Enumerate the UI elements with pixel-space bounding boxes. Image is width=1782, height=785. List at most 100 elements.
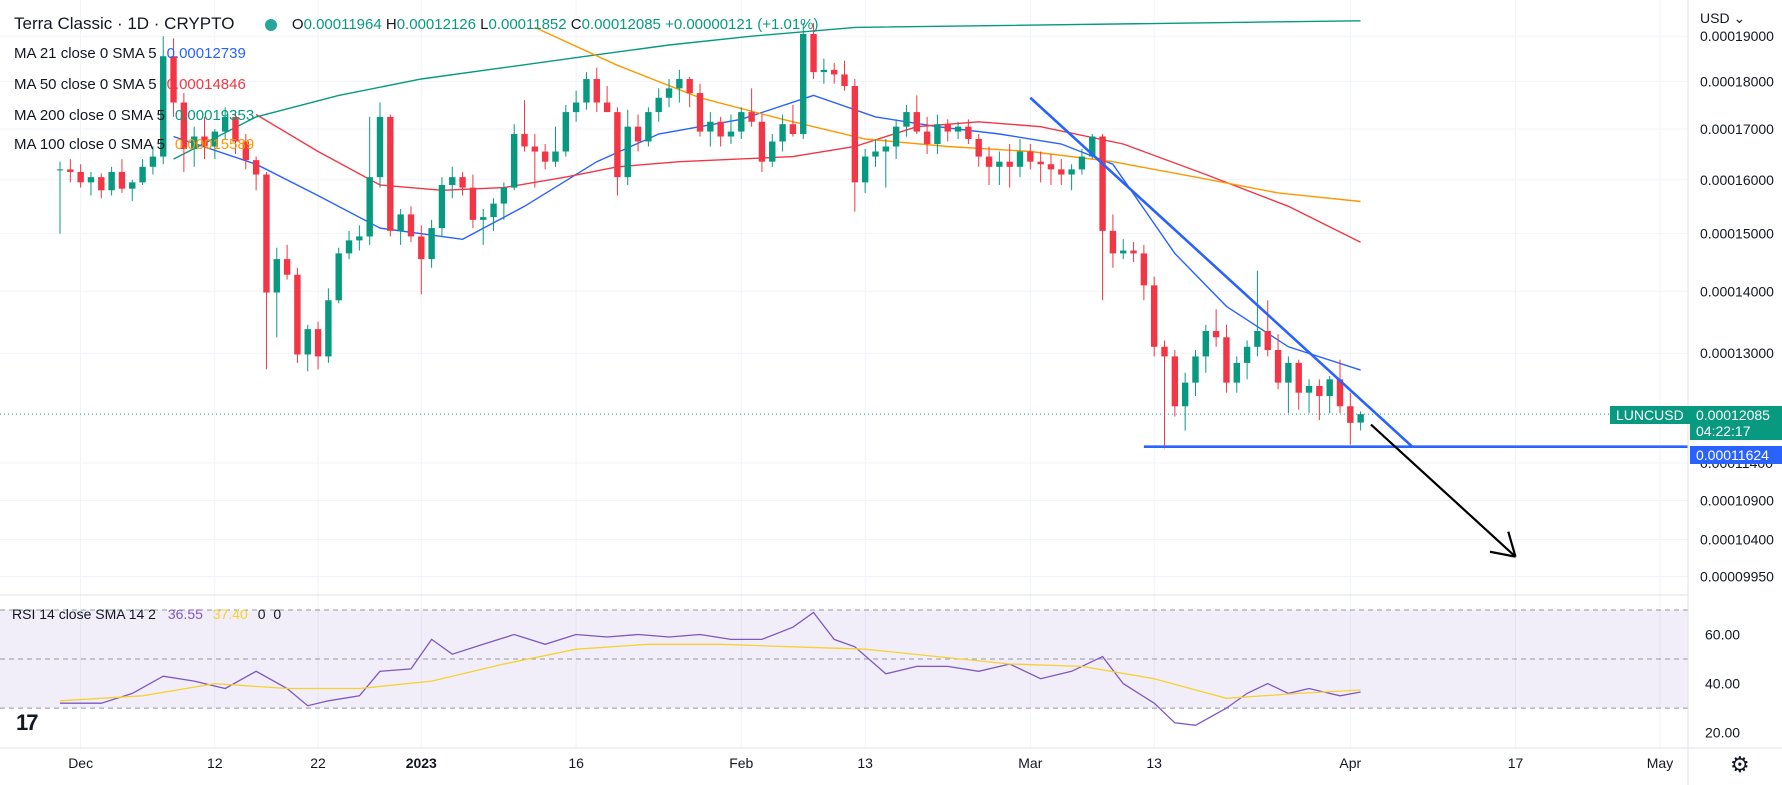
candle-body (118, 171, 126, 189)
candle-body (1047, 164, 1055, 170)
ma200-legend[interactable]: MA 200 close 0 SMA 5 0.00019353 (14, 106, 254, 125)
candle-body (892, 126, 900, 147)
candle-body (758, 121, 766, 162)
candle-body (1254, 331, 1261, 347)
candle-body (521, 134, 528, 147)
time-axis[interactable]: Dec 12 22 2023 16 Feb 13 Mar 13 Apr 17 May (68, 755, 1673, 771)
candle-body (1068, 169, 1075, 175)
candle-body (603, 102, 611, 113)
candle-body (1109, 230, 1117, 254)
time-tick-label: 22 (310, 755, 326, 771)
candle-body (221, 116, 229, 132)
candle-body (314, 329, 322, 357)
time-tick-label: May (1647, 755, 1673, 771)
candle-body (841, 74, 848, 87)
candle-body (913, 112, 920, 132)
candles (0, 23, 1688, 449)
candle-body (645, 112, 652, 142)
candle-body (541, 151, 549, 162)
candle-body (1336, 379, 1344, 407)
price-axis[interactable]: 0.00019000 0.00018000 0.00017000 0.00016000… (1700, 28, 1774, 584)
grid (0, 0, 1688, 748)
arrow-head (1507, 531, 1517, 557)
candle-body (614, 112, 621, 178)
candle-body (376, 116, 384, 178)
candle-body (252, 160, 260, 175)
symbol-title[interactable]: Terra Classic · 1D · CRYPTO (14, 14, 235, 33)
descending-trendline[interactable] (1029, 96, 1414, 448)
price-tick-label: 0.00010900 (1700, 492, 1774, 508)
price-tick-label: 0.00018000 (1700, 73, 1774, 89)
ma-line (534, 26, 1361, 203)
candle-body (190, 136, 198, 149)
time-tick-label: 12 (207, 755, 223, 771)
rsi-label: RSI 14 close SMA 14 2 (12, 606, 156, 622)
candle-body (1192, 356, 1199, 383)
candle-body (1027, 151, 1034, 162)
rsi-zero-1: 0 (257, 606, 266, 622)
time-tick-label: 13 (857, 755, 873, 771)
time-tick-label: Dec (68, 755, 93, 771)
chevron-down-icon: ⌄ (1733, 10, 1746, 26)
candle-body (1274, 349, 1282, 383)
candle-body (686, 79, 693, 94)
candle-body (129, 182, 136, 189)
tradingview-logo-icon[interactable]: 17 (16, 710, 39, 735)
arrow-head (1489, 550, 1516, 558)
candle-body (510, 134, 518, 188)
candle-body (707, 121, 714, 132)
candle-body (789, 124, 797, 135)
price-tick-label: 0.00009950 (1700, 569, 1774, 585)
currency-selector[interactable]: USD ⌄ (1700, 10, 1745, 27)
candle-body (139, 166, 146, 183)
candle-body (861, 156, 869, 183)
close-label: C (570, 16, 582, 33)
ma100-legend[interactable]: MA 100 close 0 SMA 5 0.00015589 (14, 135, 254, 154)
candle-body (304, 329, 311, 355)
rsi-zero-2: 0 (273, 606, 282, 622)
rsi-legend[interactable]: RSI 14 close SMA 14 2 36.55 37.40 0 0 (12, 606, 281, 622)
candle-body (727, 131, 735, 137)
candle-body (954, 126, 962, 132)
candle-body (180, 102, 188, 149)
candle-body (211, 131, 219, 147)
market-status-dot (265, 18, 278, 31)
gear-icon[interactable]: ⚙ (1730, 752, 1750, 777)
ohlc-values: O0.00011964 H0.00012126 L0.00011852 C0.0… (292, 16, 819, 33)
candle-body (469, 187, 477, 220)
candle-body (449, 177, 456, 185)
ma-line (255, 113, 1361, 243)
candle-body (56, 169, 64, 171)
candle-body (1347, 406, 1354, 423)
candle-body (480, 217, 487, 220)
ma200-value: 0.00019353 (174, 107, 255, 124)
ma50-legend[interactable]: MA 50 close 0 SMA 5 0.00014846 (14, 75, 246, 94)
rsi-sma-value: 37.40 (212, 606, 248, 622)
arrow-line[interactable] (1370, 423, 1517, 558)
candle-body (985, 156, 993, 167)
candle-body (407, 214, 415, 237)
candle-body (1171, 356, 1179, 407)
candle-body (283, 259, 291, 275)
moving-average-lines (173, 20, 1361, 371)
candle-body (438, 184, 446, 229)
rsi-series-line (60, 611, 1361, 726)
candle-body (676, 79, 683, 89)
symbol-tag: LUNCUSD (1610, 406, 1690, 424)
candle-body (1223, 337, 1230, 383)
ma100-value: 0.00015589 (174, 136, 255, 153)
time-tick-label: 17 (1508, 755, 1524, 771)
ma21-legend[interactable]: MA 21 close 0 SMA 5 0.00012739 (14, 44, 246, 63)
rsi-axis[interactable]: 60.00 40.00 20.00 (1705, 627, 1740, 741)
candle-body (345, 240, 353, 254)
candle-body (1202, 331, 1210, 357)
symbol-header: Terra Classic · 1D · CRYPTO O0.00011964 … (14, 14, 819, 34)
ma-line (173, 94, 1361, 371)
candle-body (934, 124, 941, 144)
ma21-value: 0.00012739 (166, 45, 246, 62)
price-tick-label: 0.00010400 (1700, 532, 1774, 548)
candle-body (738, 112, 745, 132)
candle-body (87, 177, 95, 183)
drawings[interactable] (1029, 96, 1688, 558)
